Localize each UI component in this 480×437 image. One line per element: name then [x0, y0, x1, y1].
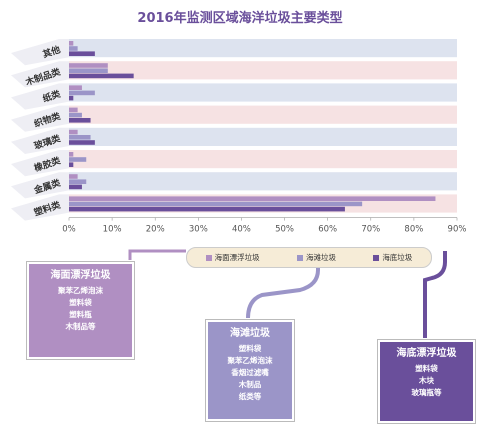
bar-2 — [69, 95, 74, 101]
bar-1 — [69, 179, 87, 184]
callout-beach-item: 纸类等 — [238, 392, 262, 401]
bar-1 — [69, 135, 91, 140]
callout-seabed: 海底漂浮垃圾 塑料袋 木块 玻璃瓶等 — [378, 340, 475, 423]
row-band — [69, 39, 457, 58]
bar-2 — [69, 184, 82, 190]
x-tick-label: 70% — [361, 225, 380, 235]
category-tab — [11, 150, 69, 177]
callout-beach-item: 木制品 — [238, 380, 262, 389]
callout-beach-item: 聚苯乙烯泡沫 — [227, 356, 273, 365]
x-tick-label: 40% — [232, 225, 251, 235]
category-tab — [11, 83, 69, 110]
category-tab — [11, 127, 69, 154]
category-tab — [11, 172, 69, 199]
legend-swatch-beach — [296, 254, 303, 261]
legend-item-beach: 海滩垃圾 — [296, 252, 336, 263]
row-band — [69, 83, 457, 102]
row-band — [69, 61, 457, 80]
x-tick-label: 30% — [189, 225, 208, 235]
callout-beach-item: 塑料袋 — [238, 344, 262, 353]
callout-seabed-item: 木块 — [419, 376, 434, 385]
callout-beach: 海滩垃圾 塑料袋 聚苯乙烯泡沫 香烟过滤嘴 木制品 纸类等 — [206, 320, 294, 421]
bar-0 — [69, 152, 74, 157]
bar-0 — [69, 41, 74, 46]
callout-seabed-title: 海底漂浮垃圾 — [396, 348, 457, 359]
connector-beach — [246, 251, 320, 319]
category-tab — [11, 194, 69, 221]
callout-beach-item: 香烟过滤嘴 — [231, 368, 269, 377]
x-tick-label: 50% — [275, 225, 294, 235]
bar-2 — [69, 140, 95, 145]
bar-0 — [69, 63, 108, 68]
callout-seabed-item: 玻璃瓶等 — [411, 388, 442, 397]
x-tick-label: 60% — [318, 225, 337, 235]
legend-item-floating: 海面漂浮垃圾 — [205, 252, 260, 263]
bar-2 — [69, 51, 95, 56]
callout-floating-item: 聚苯乙烯泡沫 — [58, 286, 103, 295]
callout-floating-item: 塑料瓶 — [69, 310, 92, 319]
bar-0 — [69, 174, 78, 179]
legend-swatch-seabed — [373, 254, 380, 261]
bar-1 — [69, 157, 87, 162]
row-band — [69, 105, 457, 124]
category-tab — [11, 61, 69, 88]
legend-label-beach: 海滩垃圾 — [305, 253, 336, 262]
legend-item-seabed: 海底垃圾 — [373, 252, 412, 263]
bar-0 — [69, 85, 82, 90]
connector-floating — [128, 249, 186, 260]
callout-floating: 海面漂浮垃圾 聚苯乙烯泡沫 塑料袋 塑料瓶 木制品等 — [27, 262, 134, 359]
callout-floating-item: 木制品等 — [65, 322, 96, 331]
bar-1 — [69, 68, 108, 73]
bar-2 — [69, 206, 345, 212]
category-tab — [11, 39, 69, 66]
callout-floating-item: 塑料袋 — [69, 298, 92, 307]
legend-swatch-floating — [205, 254, 212, 261]
callout-floating-title: 海面漂浮垃圾 — [50, 270, 111, 281]
x-tick-label: 0% — [62, 225, 76, 235]
bar-1 — [69, 201, 363, 207]
callout-seabed-item: 塑料袋 — [415, 364, 438, 373]
bar-0 — [69, 107, 78, 113]
bar-0 — [69, 196, 436, 201]
legend: 海面漂浮垃圾 海滩垃圾 海底垃圾 — [186, 247, 432, 268]
bar-1 — [69, 90, 95, 96]
row-band — [69, 127, 457, 146]
bar-1 — [69, 112, 82, 118]
connector-seabed — [423, 251, 447, 338]
legend-label-floating: 海面漂浮垃圾 — [214, 253, 260, 262]
row-band — [69, 150, 457, 169]
bar-2 — [69, 118, 91, 123]
x-tick-label: 80% — [404, 225, 423, 235]
callout-beach-title: 海滩垃圾 — [230, 328, 270, 339]
row-band — [69, 172, 457, 191]
legend-label-seabed: 海底垃圾 — [382, 253, 413, 262]
bar-0 — [69, 129, 78, 135]
x-tick-label: 90% — [448, 225, 467, 235]
bar-1 — [69, 46, 78, 51]
x-tick-label: 20% — [146, 225, 165, 235]
category-tab — [11, 105, 69, 132]
bar-2 — [69, 162, 74, 167]
bar-2 — [69, 73, 134, 79]
x-tick-label: 10% — [103, 225, 122, 235]
chart-title: 2016年监测区域海洋垃圾主要类型 — [137, 11, 343, 26]
